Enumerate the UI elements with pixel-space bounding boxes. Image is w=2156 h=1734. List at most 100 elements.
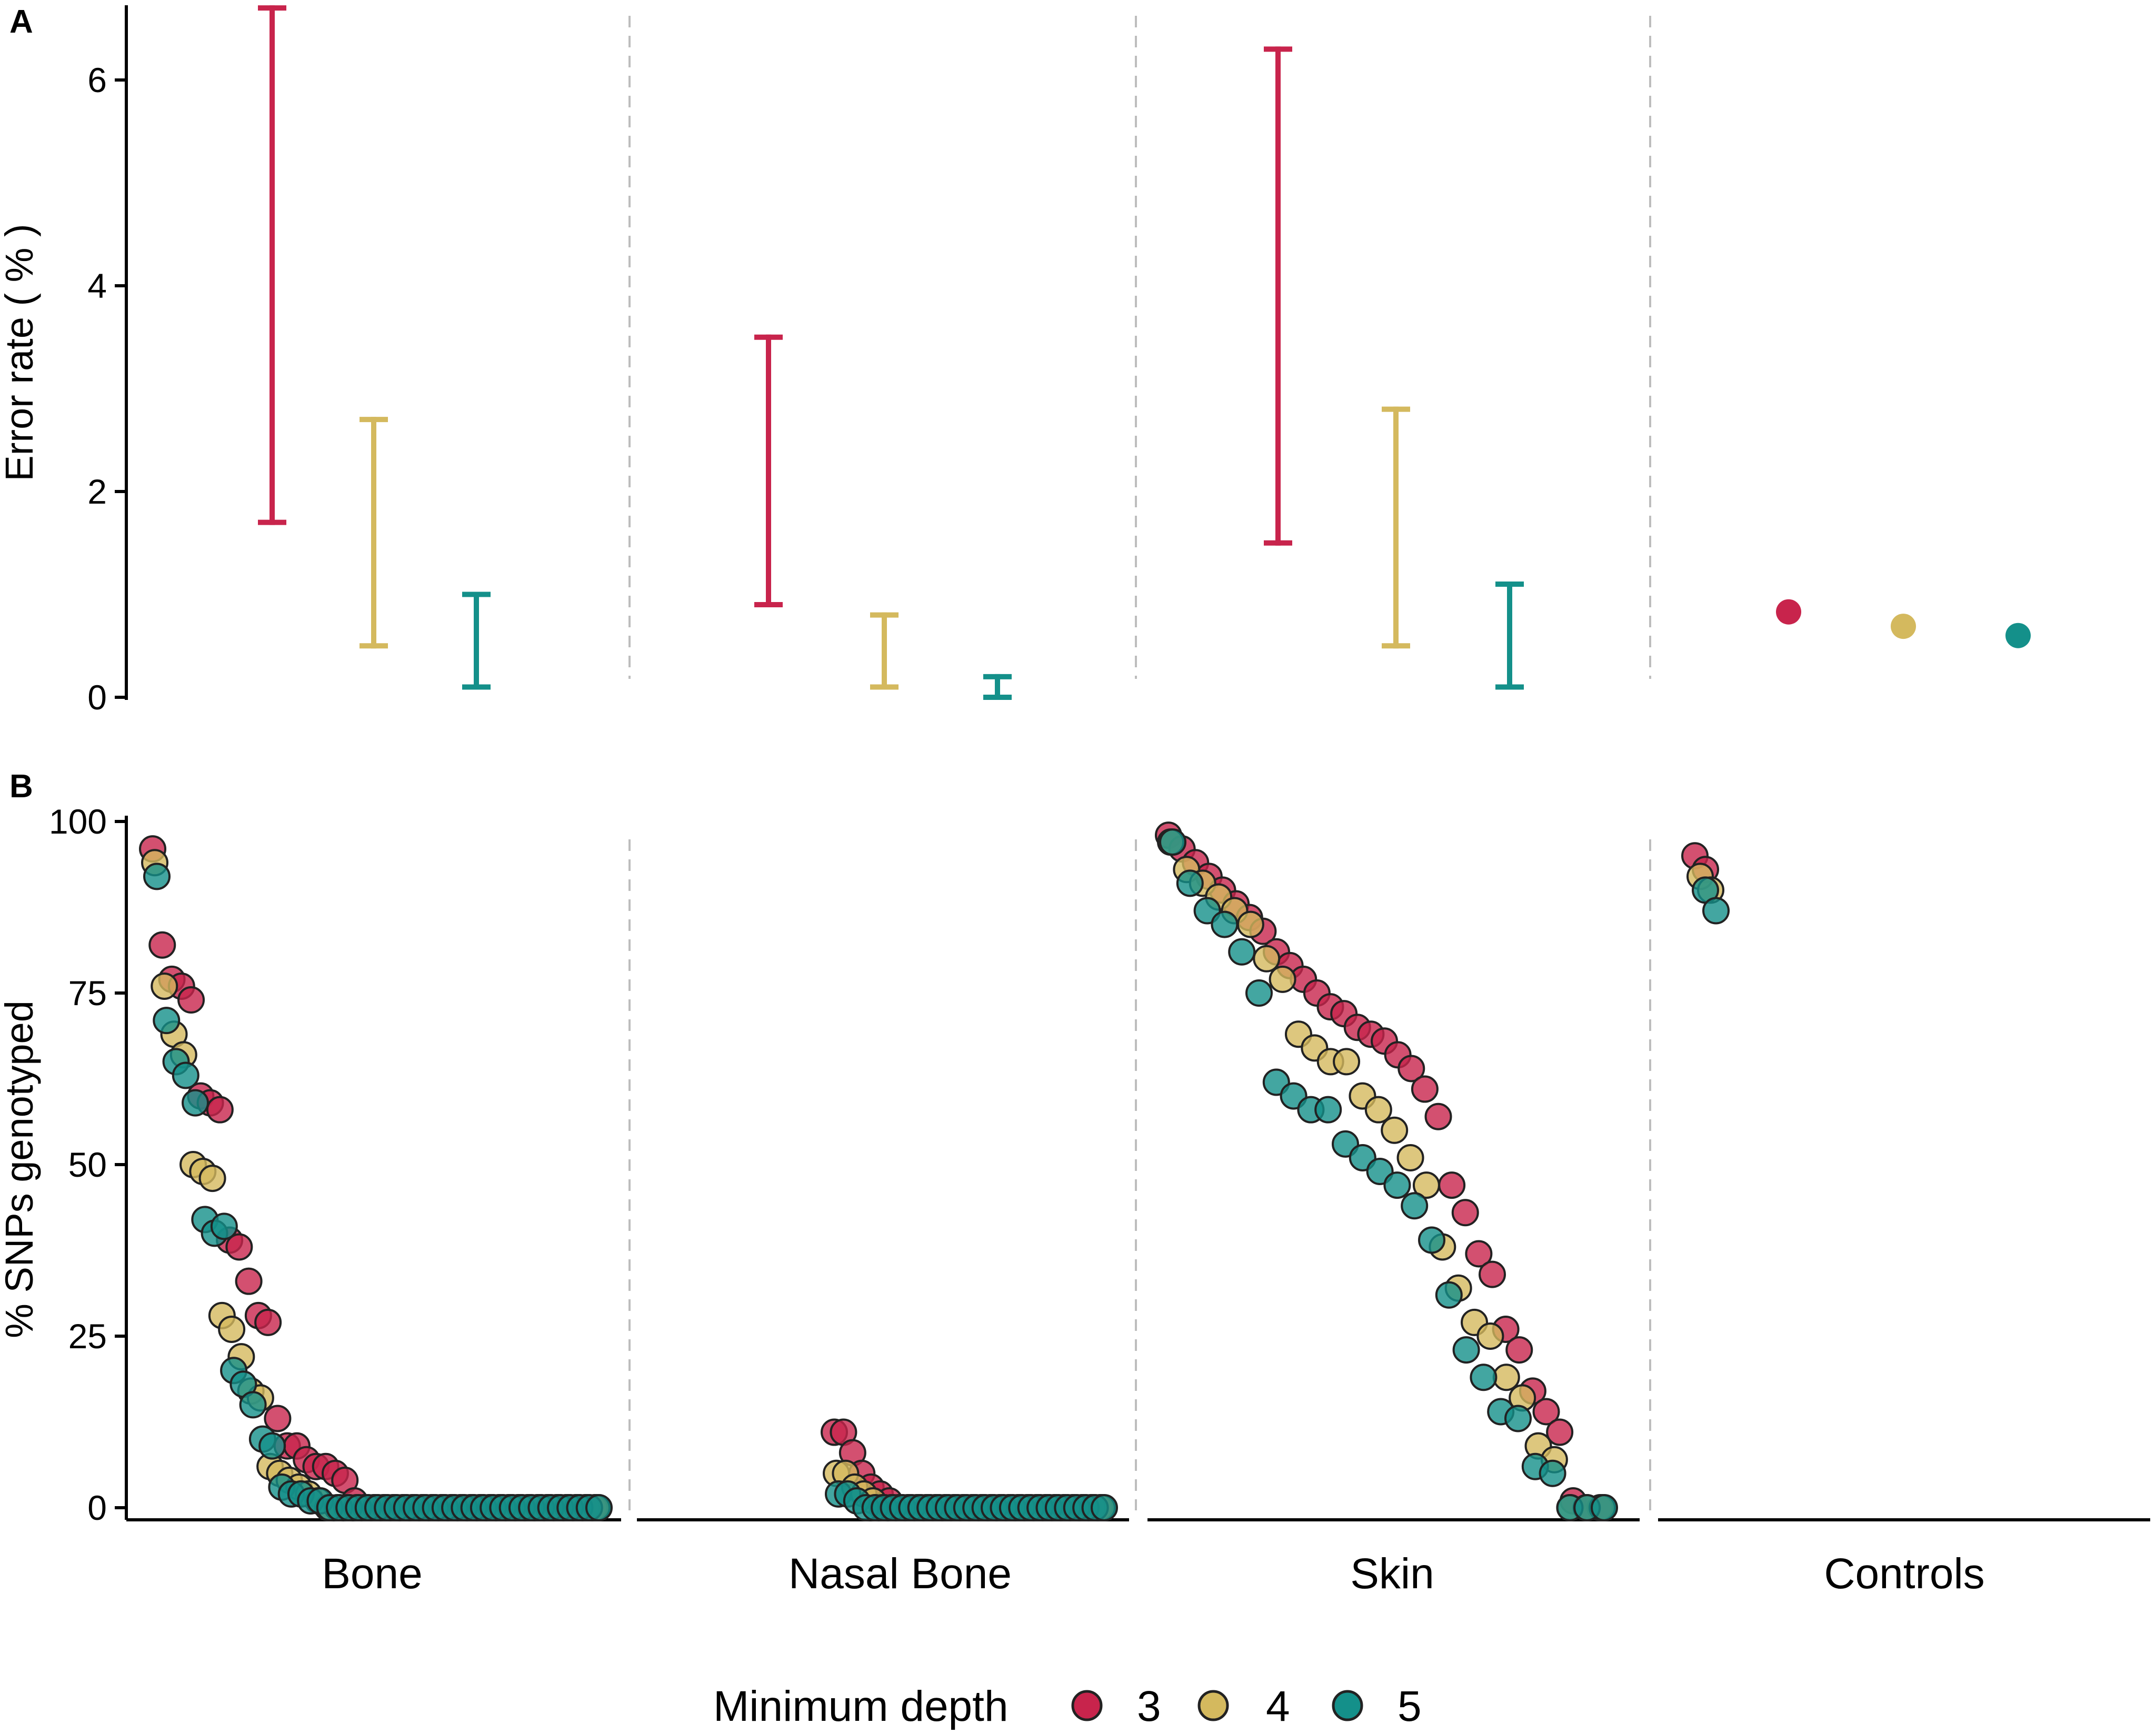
- panel-b-tick-label-75: 75: [68, 974, 107, 1013]
- point-bone-depth-4: [198, 1165, 226, 1192]
- point-bone-depth-5: [258, 1432, 286, 1460]
- point-skin-depth-5: [1176, 869, 1204, 897]
- panel-b-marks: [139, 821, 1730, 1521]
- point-bone-depth-4: [218, 1315, 246, 1343]
- point-skin-depth-5: [1211, 910, 1239, 938]
- point-bone-depth-5: [182, 1089, 209, 1117]
- point-skin-depth-3: [1532, 1398, 1560, 1426]
- point-bone-depth-4: [151, 972, 178, 1000]
- point-skin-depth-4: [1476, 1322, 1504, 1350]
- point-skin-depth-4: [1333, 1048, 1361, 1076]
- point-controls-depth-3: [1776, 599, 1801, 625]
- panel-b-tick-label-0: 0: [87, 1488, 107, 1527]
- point-skin-depth-5: [1228, 938, 1256, 966]
- point-skin-depth-4: [1236, 910, 1264, 938]
- point-bone-depth-5: [143, 863, 171, 890]
- legend: Minimum depth 3 4 5: [713, 1682, 1422, 1730]
- point-bone-depth-3: [235, 1267, 263, 1295]
- panel-b-y-ticks: 0 25 50 75 100: [49, 802, 126, 1527]
- point-bone-depth-3: [206, 1096, 234, 1124]
- point-skin-depth-4: [1492, 1364, 1520, 1391]
- legend-title: Minimum depth: [713, 1682, 1009, 1730]
- point-controls-depth-4: [1891, 614, 1916, 639]
- panel-a-tick-label-0: 0: [87, 678, 107, 717]
- point-skin-depth-4: [1364, 1096, 1392, 1124]
- point-bone-depth-3: [225, 1233, 253, 1261]
- point-nasal-bone-depth-5: [1091, 1494, 1118, 1521]
- legend-swatch-5: [1332, 1690, 1363, 1721]
- panel-b-y-title: % SNPs genotyped: [0, 1000, 41, 1338]
- point-controls-depth-5: [2005, 623, 2031, 648]
- panel-b-tag: B: [9, 768, 33, 805]
- point-skin-depth-4: [1396, 1144, 1424, 1171]
- point-bone-depth-5: [153, 1007, 181, 1035]
- panel-a-tag: A: [9, 4, 33, 40]
- panel-a-tick-label-2: 2: [87, 472, 107, 511]
- point-bone-depth-5: [239, 1391, 267, 1419]
- point-bone-depth-5: [210, 1212, 238, 1240]
- point-bone-depth-3: [264, 1405, 292, 1432]
- point-bone-depth-3: [177, 986, 205, 1014]
- panel-b-tick-label-100: 100: [49, 802, 107, 841]
- legend-label-3: 3: [1137, 1682, 1161, 1730]
- facet-label-nasal-bone: Nasal Bone: [788, 1550, 1012, 1598]
- point-skin-depth-5: [1539, 1459, 1566, 1487]
- panel-b: B 0 25 50 75 100 % SNPs genotyped: [0, 768, 2150, 1598]
- error-bar-bone-depth-4: [360, 417, 388, 649]
- panel-a-y-title: Error rate ( % ): [0, 224, 41, 481]
- error-bar-skin-depth-4: [1382, 406, 1410, 649]
- point-skin-depth-3: [1411, 1075, 1439, 1103]
- panel-b-tick-label-50: 50: [68, 1145, 107, 1184]
- point-skin-depth-4: [1412, 1171, 1440, 1199]
- error-bar-skin-depth-5: [1495, 581, 1524, 690]
- error-bar-nasal-bone-depth-3: [754, 334, 783, 608]
- point-skin-depth-4: [1253, 945, 1281, 973]
- facet-label-controls: Controls: [1824, 1550, 1984, 1598]
- point-skin-depth-5: [1418, 1226, 1445, 1254]
- point-skin-depth-5: [1452, 1336, 1480, 1364]
- point-bone-depth-5: [585, 1494, 613, 1521]
- panel-a-y-ticks: 0 2 4 6: [87, 61, 126, 717]
- point-skin-depth-3: [1398, 1055, 1425, 1083]
- point-skin-depth-5: [1470, 1364, 1498, 1391]
- panel-a-tick-label-4: 4: [87, 266, 107, 305]
- point-skin-depth-4: [1269, 965, 1296, 993]
- facet-label-bone: Bone: [322, 1550, 423, 1598]
- point-skin-depth-5: [1383, 1171, 1411, 1199]
- panel-a-separators: [628, 16, 1651, 679]
- point-skin-depth-3: [1546, 1418, 1574, 1446]
- point-skin-depth-5: [1159, 828, 1186, 856]
- point-bone-depth-3: [254, 1308, 282, 1336]
- point-skin-depth-3: [1438, 1171, 1466, 1199]
- point-skin-depth-5: [1401, 1192, 1429, 1220]
- legend-swatch-3: [1071, 1690, 1103, 1721]
- error-bar-skin-depth-3: [1264, 46, 1292, 546]
- error-bar-nasal-bone-depth-4: [870, 612, 899, 690]
- point-skin-depth-5: [1314, 1096, 1342, 1124]
- point-skin-depth-5: [1591, 1494, 1618, 1521]
- point-bone-depth-3: [148, 931, 176, 959]
- legend-swatch-4: [1197, 1690, 1229, 1721]
- point-skin-depth-3: [1451, 1199, 1479, 1227]
- point-skin-depth-5: [1504, 1405, 1532, 1432]
- point-skin-depth-4: [1381, 1116, 1409, 1144]
- point-skin-depth-3: [1424, 1102, 1452, 1130]
- point-skin-depth-5: [1245, 979, 1273, 1007]
- panel-a-marks: [258, 5, 2031, 700]
- facet-label-skin: Skin: [1350, 1550, 1434, 1598]
- facet-labels: Bone Nasal Bone Skin Controls: [322, 1550, 1984, 1598]
- panel-a-tick-label-6: 6: [87, 61, 107, 99]
- error-bar-bone-depth-5: [462, 592, 491, 690]
- panel-a: A 0 2 4 6 Error rate ( % ): [0, 4, 2031, 717]
- point-bone-depth-5: [172, 1061, 199, 1089]
- point-skin-depth-5: [1435, 1281, 1463, 1309]
- panel-b-tick-label-25: 25: [68, 1317, 107, 1356]
- point-skin-depth-3: [1465, 1240, 1493, 1268]
- point-skin-depth-3: [1505, 1336, 1533, 1364]
- legend-label-4: 4: [1266, 1682, 1290, 1730]
- point-controls-depth-5: [1702, 897, 1730, 925]
- legend-label-5: 5: [1398, 1682, 1422, 1730]
- error-bar-bone-depth-3: [258, 5, 286, 525]
- point-skin-depth-3: [1479, 1260, 1506, 1288]
